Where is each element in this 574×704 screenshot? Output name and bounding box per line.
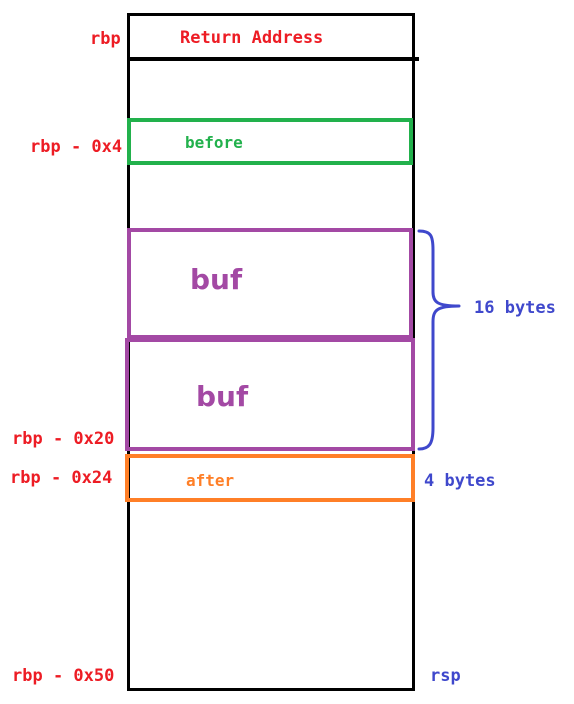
- offset-label-rbp-0x24: rbp - 0x24: [10, 468, 113, 488]
- after-slot: [125, 454, 415, 502]
- before-slot: [127, 118, 413, 165]
- rsp-label: rsp: [430, 666, 461, 686]
- return-address-label: Return Address: [180, 28, 324, 48]
- before-label: before: [185, 133, 243, 152]
- buf-slot-upper: [127, 228, 413, 339]
- offset-label-rbp: rbp: [90, 29, 121, 49]
- offset-label-rbp-0x20: rbp - 0x20: [12, 429, 115, 449]
- after-label: after: [186, 471, 235, 490]
- after-size-label: 4 bytes: [424, 471, 496, 491]
- buf-label-upper: buf: [190, 263, 243, 296]
- offset-label-rbp-0x4: rbp - 0x4: [30, 137, 123, 157]
- buf-slot-lower: [125, 338, 415, 451]
- buf-size-label: 16 bytes: [474, 298, 556, 318]
- buf-size-brace: [417, 229, 461, 451]
- return-address-divider: [127, 57, 419, 61]
- buf-label-lower: buf: [196, 380, 249, 413]
- offset-label-rbp-0x50: rbp - 0x50: [12, 666, 115, 686]
